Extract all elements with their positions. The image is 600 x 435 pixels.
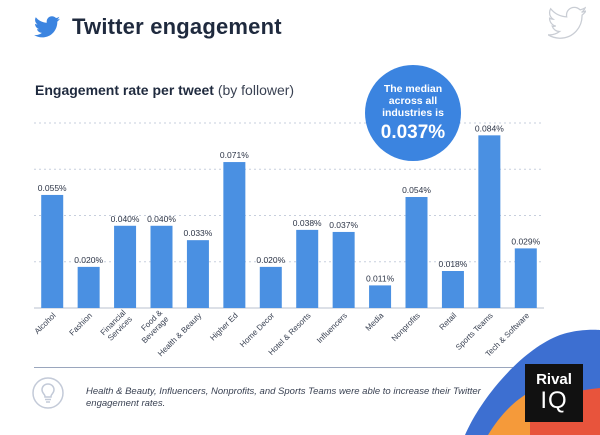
bar-value-label: 0.020% [256, 255, 285, 265]
logo-line-1: Rival [536, 371, 572, 388]
bar [259, 266, 282, 308]
median-line-3: industries is [382, 106, 444, 119]
twitter-bird-icon [34, 16, 60, 38]
bar-value-label: 0.084% [475, 123, 504, 133]
bar-value-label: 0.038% [293, 218, 322, 228]
logo-line-2: IQ [540, 387, 568, 414]
watermark-bird-icon [548, 6, 586, 39]
median-value: 0.037% [380, 121, 446, 143]
bar-value-label: 0.055% [38, 183, 67, 193]
bar-value-label: 0.054% [402, 185, 431, 195]
subtitle-qualifier: (by follower) [217, 82, 295, 98]
median-line-2: across all [388, 94, 438, 107]
header: Twitter engagement [34, 14, 282, 40]
bar [514, 248, 537, 308]
bar-value-label: 0.071% [220, 150, 249, 160]
bar [405, 197, 428, 308]
bar [186, 240, 209, 308]
lightbulb-icon [32, 377, 64, 409]
bar [150, 225, 173, 308]
bar [77, 266, 100, 308]
bar [332, 231, 355, 308]
bar-value-label: 0.029% [511, 236, 540, 246]
footer-divider [34, 367, 514, 368]
bar-value-label: 0.037% [329, 220, 358, 230]
bar [223, 162, 246, 308]
median-bubble: The median across all industries is 0.03… [365, 65, 461, 161]
bar-value-label: 0.033% [184, 228, 213, 238]
bar-value-label: 0.018% [439, 259, 468, 269]
bar [441, 271, 464, 308]
bar-value-label: 0.011% [366, 273, 395, 283]
bar [369, 285, 392, 308]
bar-value-label: 0.020% [74, 255, 103, 265]
chart-subtitle: Engagement rate per tweet (by follower) [35, 82, 294, 98]
bar-value-label: 0.040% [111, 214, 140, 224]
median-line-1: The median [383, 82, 443, 95]
bar [478, 135, 501, 308]
bar-chart: 0.055%Alcohol0.020%Fashion0.040%Financia… [33, 122, 544, 359]
bar [296, 229, 319, 308]
page-title: Twitter engagement [72, 14, 282, 39]
bar [114, 225, 137, 308]
subtitle-main: Engagement rate per tweet [35, 82, 214, 98]
bar-value-label: 0.040% [147, 214, 176, 224]
footnote: Health & Beauty, Influencers, Nonprofits… [86, 386, 481, 409]
bar [41, 194, 64, 308]
rival-iq-logo: Rival IQ [525, 364, 583, 422]
